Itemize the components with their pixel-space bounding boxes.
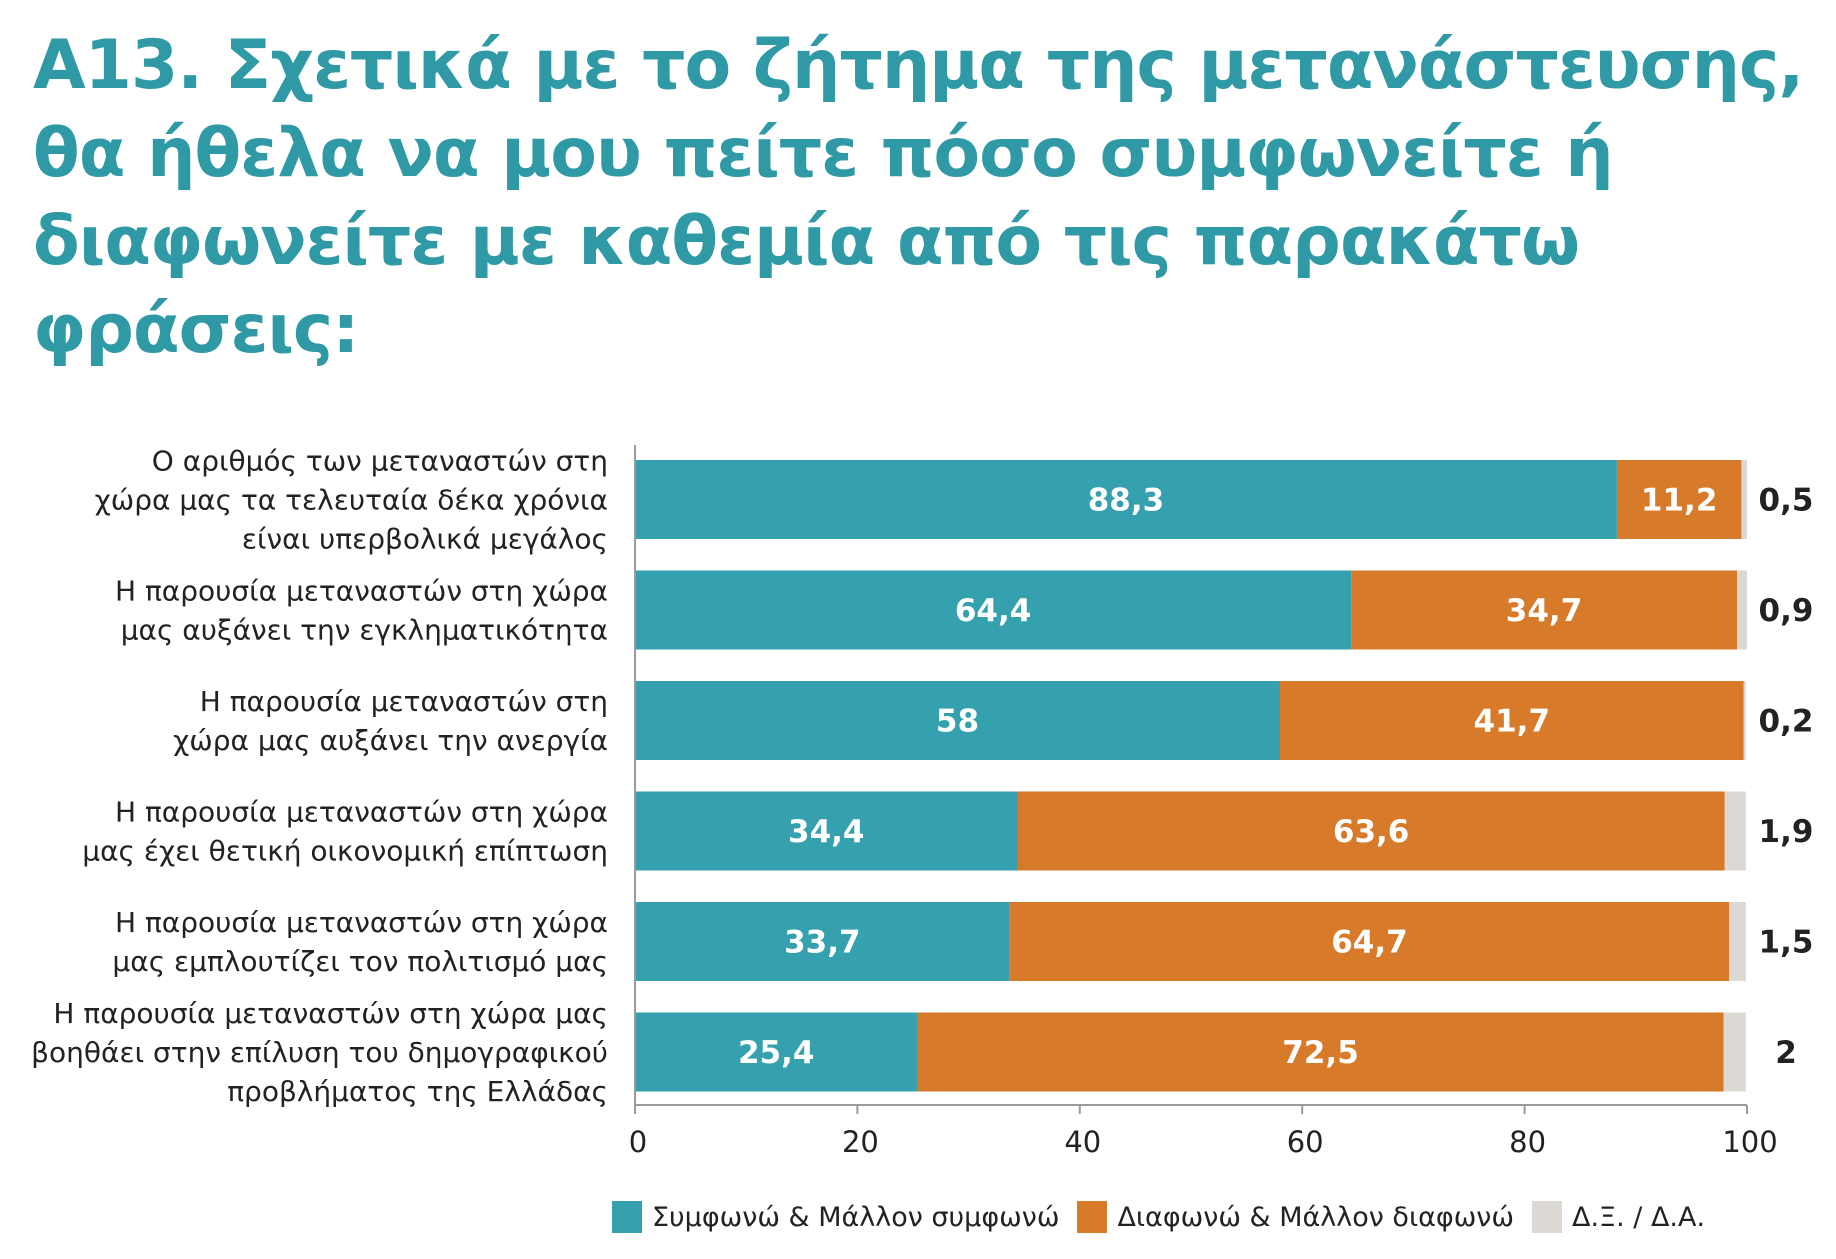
data-label-dk: 0,9 xyxy=(1759,593,1814,629)
category-label: Ο αριθμός των μεταναστών στη xyxy=(152,445,608,478)
category-label: μας έχει θετική οικονομική επίπτωση xyxy=(82,835,608,868)
bar-segment xyxy=(917,1012,1724,1092)
x-tick-label: 0 xyxy=(629,1125,647,1159)
bar-segment xyxy=(1009,902,1730,981)
x-tick-label: 60 xyxy=(1287,1125,1324,1159)
bar-segment xyxy=(635,570,1352,650)
data-label-dk: 0,5 xyxy=(1759,483,1814,519)
bar-segment xyxy=(1743,681,1746,760)
data-label: 41,7 xyxy=(1474,704,1551,740)
legend-swatch-agree xyxy=(612,1201,642,1233)
legend-swatch-dk xyxy=(1532,1201,1562,1233)
category-label: προβλήματος της Ελλάδας xyxy=(227,1075,608,1108)
category-label: μας εμπλουτίζει τον πολιτισμό μας xyxy=(112,945,608,978)
title-line: θα ήθελα να μου πείτε πόσο συμφωνείτε ή xyxy=(33,114,1614,193)
bar-segment xyxy=(635,460,1617,539)
category-label: είναι υπερβολικά μεγάλος xyxy=(242,523,608,556)
legend-label-dk: Δ.Ξ. / Δ.Α. xyxy=(1572,1201,1706,1233)
data-label: 88,3 xyxy=(1088,483,1165,519)
bar-segment xyxy=(1736,570,1747,650)
category-label: χώρα μας αυξάνει την ανεργία xyxy=(173,724,608,757)
bar-segment xyxy=(635,902,1010,981)
data-label: 63,6 xyxy=(1333,814,1410,850)
data-label: 11,2 xyxy=(1641,483,1718,519)
bar-segment xyxy=(1351,570,1737,650)
title-line: φράσεις: xyxy=(33,290,359,369)
legend-label-disagree: Διαφωνώ & Μάλλον διαφωνώ xyxy=(1117,1201,1514,1233)
category-label: Η παρουσία μεταναστών στη χώρα μας xyxy=(53,997,608,1030)
legend-label-agree: Συμφωνώ & Μάλλον συμφωνώ xyxy=(652,1201,1060,1233)
stacked-bar-chart: 88,3 11,2 0,5 Ο αριθμός των μεταναστών στη χ… xyxy=(31,445,1814,1160)
data-label: 58 xyxy=(936,704,979,740)
x-tick-label: 40 xyxy=(1064,1125,1101,1159)
data-label: 34,7 xyxy=(1506,593,1583,629)
data-label-dk: 1,9 xyxy=(1759,814,1814,850)
data-label: 34,4 xyxy=(788,814,865,850)
chart-title: Α13. Σχετικά με το ζήτημα της μετανάστευ… xyxy=(33,22,1804,374)
bar-segment xyxy=(1723,1012,1746,1092)
bar-segment xyxy=(1616,460,1742,539)
bar-segment xyxy=(635,1012,918,1092)
chart-legend: Συμφωνώ & Μάλλον συμφωνώ Διαφωνώ & Μάλλο… xyxy=(612,1196,1705,1238)
data-label: 33,7 xyxy=(784,925,861,961)
legend-item-dk: Δ.Ξ. / Δ.Α. xyxy=(1532,1201,1705,1233)
data-label-dk: 1,5 xyxy=(1759,925,1814,961)
bar-segment xyxy=(1724,791,1746,871)
x-tick-label: 100 xyxy=(1722,1125,1777,1159)
bar-segment xyxy=(635,791,1018,871)
legend-item-agree: Συμφωνώ & Μάλλον συμφωνώ xyxy=(612,1201,1059,1233)
title-line: Α13. Σχετικά με το ζήτημα της μετανάστευ… xyxy=(33,26,1804,105)
title-line: διαφωνείτε με καθεμία από τις παρακάτω xyxy=(33,202,1580,281)
bar-segment xyxy=(1741,460,1747,539)
category-label: Η παρουσία μεταναστών στη xyxy=(200,685,608,718)
data-label-dk: 2 xyxy=(1775,1035,1797,1071)
category-label: Η παρουσία μεταναστών στη χώρα xyxy=(115,796,608,829)
category-label: Η παρουσία μεταναστών στη χώρα xyxy=(115,906,608,939)
legend-swatch-disagree xyxy=(1077,1201,1108,1233)
x-tick-label: 80 xyxy=(1509,1125,1546,1159)
bar-segment xyxy=(1017,791,1725,871)
legend-item-disagree: Διαφωνώ & Μάλλον διαφωνώ xyxy=(1077,1201,1514,1233)
category-label: Η παρουσία μεταναστών στη χώρα xyxy=(115,575,608,608)
data-label-dk: 0,2 xyxy=(1759,704,1814,740)
category-label: χώρα μας τα τελευταία δέκα χρόνια xyxy=(95,484,608,517)
x-tick-label: 20 xyxy=(842,1125,879,1159)
category-label: μας αυξάνει την εγκληματικότητα xyxy=(121,614,608,647)
bar-segment xyxy=(635,681,1280,760)
bar-segment xyxy=(1279,681,1744,760)
category-label: βοηθάει στην επίλυση του δημογραφικού xyxy=(31,1036,608,1069)
data-label: 25,4 xyxy=(738,1035,815,1071)
data-label: 64,4 xyxy=(955,593,1032,629)
data-label: 72,5 xyxy=(1282,1035,1359,1071)
data-label: 64,7 xyxy=(1331,925,1408,961)
bar-segment xyxy=(1729,902,1746,981)
